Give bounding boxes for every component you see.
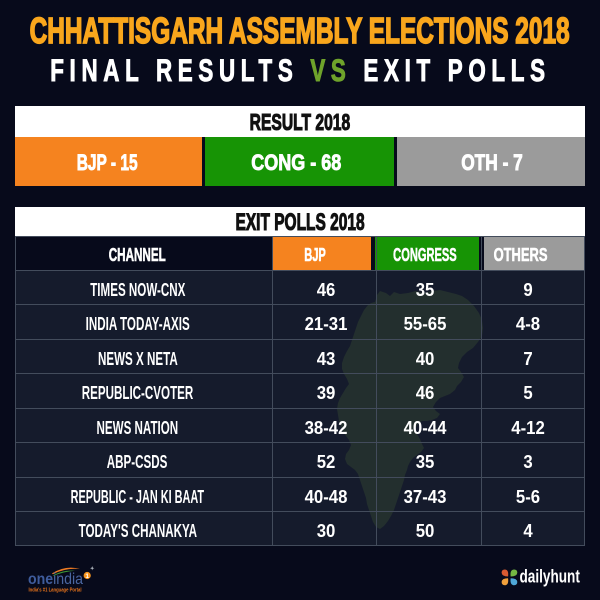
svg-text:India's #1 Language Portal: India's #1 Language Portal	[29, 588, 82, 594]
svg-text:1: 1	[85, 573, 89, 580]
svg-text:dailyhunt: dailyhunt	[520, 567, 581, 587]
svg-text:oneindia: oneindia	[28, 571, 83, 588]
